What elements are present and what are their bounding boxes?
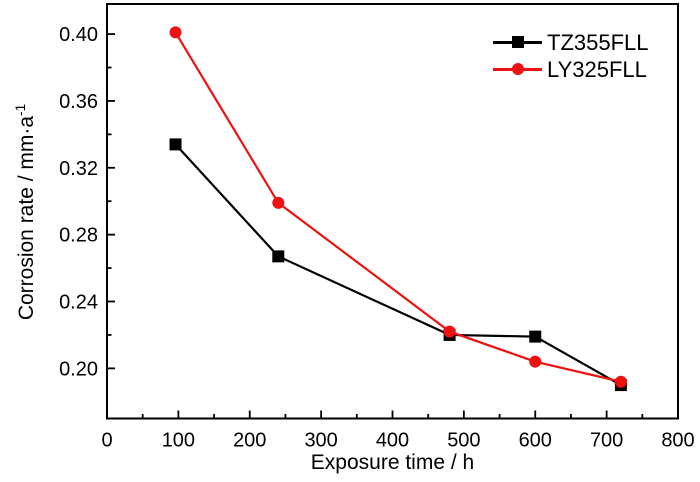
legend-item-series-1: LY325FLL (493, 56, 649, 83)
square-marker-icon (272, 250, 285, 263)
plot-frame (106, 3, 679, 420)
x-tick-label: 800 (661, 430, 694, 452)
circle-marker-icon (614, 375, 627, 388)
x-axis-title: Exposure time / h (310, 451, 475, 474)
y-tick-label: 0.36 (59, 91, 98, 113)
y-tick-label: 0.28 (59, 225, 98, 247)
y-tick-label: 0.32 (59, 158, 98, 180)
legend-line-sample (493, 63, 542, 76)
legend-line-sample (493, 36, 542, 49)
y-axis-title: Corrosion rate / mm·a-1 (13, 104, 39, 320)
x-tick-label: 200 (233, 430, 266, 452)
x-tick-label: 500 (447, 430, 480, 452)
circle-marker-icon (529, 355, 542, 368)
y-tick-label: 0.40 (59, 24, 98, 46)
square-marker-icon (511, 36, 524, 49)
circle-marker-icon (511, 63, 524, 76)
circle-marker-icon (169, 26, 182, 39)
legend-item-series-0: TZ355FLL (493, 29, 649, 56)
square-marker-icon (529, 330, 542, 343)
y-tick-label: 0.24 (59, 292, 98, 314)
legend: TZ355FLL LY325FLL (493, 29, 649, 83)
series-line-ly325fll (174, 31, 622, 383)
y-axis-title-superscript: -1 (13, 103, 28, 116)
x-tick-label: 100 (162, 430, 195, 452)
circle-marker-icon (272, 196, 285, 209)
x-tick-label: 400 (376, 430, 409, 452)
series-line-tz355fll (174, 143, 622, 387)
circle-marker-icon (443, 325, 456, 338)
legend-label: LY325FLL (547, 56, 647, 82)
x-tick-label: 600 (519, 430, 552, 452)
y-axis-title-text: Corrosion rate / mm·a (15, 115, 38, 321)
legend-label: TZ355FLL (547, 29, 649, 55)
square-marker-icon (169, 138, 182, 151)
x-tick-label: 0 (101, 430, 112, 452)
x-tick-label: 300 (304, 430, 337, 452)
y-tick-label: 0.20 (59, 358, 98, 380)
x-tick-label: 700 (590, 430, 623, 452)
